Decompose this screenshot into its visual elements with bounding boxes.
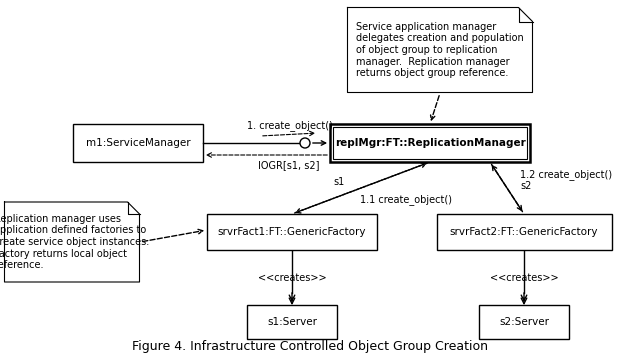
Text: s1:Server: s1:Server xyxy=(267,317,317,327)
Bar xyxy=(247,305,337,339)
Text: s2:Server: s2:Server xyxy=(499,317,549,327)
Text: 1. create_object(): 1. create_object() xyxy=(247,121,333,131)
Text: s2: s2 xyxy=(520,181,531,191)
Text: Figure 4. Infrastructure Controlled Object Group Creation: Figure 4. Infrastructure Controlled Obje… xyxy=(131,340,488,353)
Text: <<creates>>: <<creates>> xyxy=(258,273,326,283)
Bar xyxy=(436,214,612,250)
Text: 1.1 create_object(): 1.1 create_object() xyxy=(360,195,452,205)
Text: srvrFact2:FT::GenericFactory: srvrFact2:FT::GenericFactory xyxy=(450,227,598,237)
Text: replMgr:FT::ReplicationManager: replMgr:FT::ReplicationManager xyxy=(335,138,526,148)
Text: Replication manager uses
application defined factories to
create service object : Replication manager uses application def… xyxy=(0,214,150,270)
Bar xyxy=(207,214,377,250)
Text: srvrFact1:FT::GenericFactory: srvrFact1:FT::GenericFactory xyxy=(218,227,366,237)
Text: Service application manager
delegates creation and population
of object group to: Service application manager delegates cr… xyxy=(356,22,524,78)
Circle shape xyxy=(300,138,310,148)
Bar xyxy=(333,127,527,159)
Polygon shape xyxy=(4,202,139,282)
Text: m1:ServiceManager: m1:ServiceManager xyxy=(85,138,190,148)
Bar xyxy=(330,124,530,162)
Bar xyxy=(479,305,569,339)
Text: IOGR[s1, s2]: IOGR[s1, s2] xyxy=(258,160,319,170)
Polygon shape xyxy=(347,8,532,92)
Bar xyxy=(73,124,203,162)
Text: <<creates>>: <<creates>> xyxy=(490,273,558,283)
Text: 1.2 create_object(): 1.2 create_object() xyxy=(520,170,612,180)
Text: s1: s1 xyxy=(334,177,345,187)
